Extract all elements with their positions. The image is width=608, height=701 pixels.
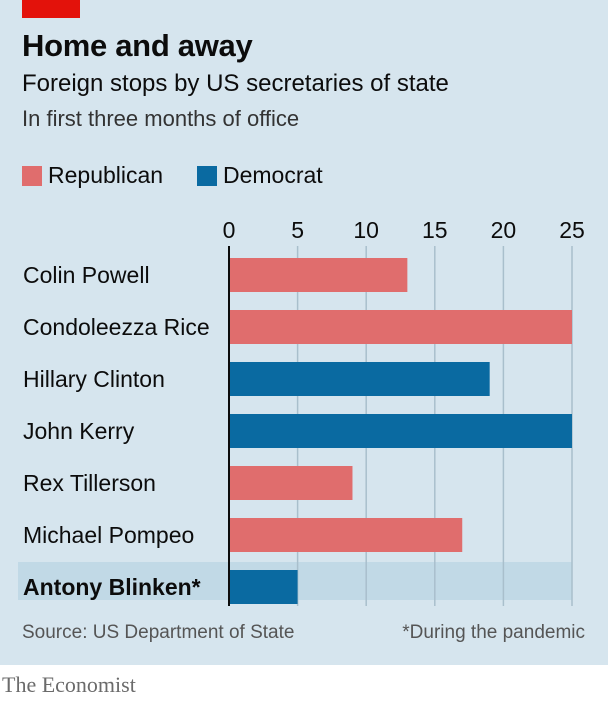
category-label: Rex Tillerson	[23, 470, 156, 496]
category-label: Michael Pompeo	[23, 522, 194, 548]
legend-label-democrat: Democrat	[223, 162, 323, 189]
category-label: John Kerry	[23, 418, 135, 444]
bar	[229, 310, 572, 344]
source-note: Source: US Department of State	[22, 622, 294, 644]
bar	[229, 362, 490, 396]
x-tick-label: 5	[291, 217, 304, 243]
bar-chart: 0 5 10 15 20 25 Colin Powell Condoleezza Rice H…	[0, 210, 608, 610]
legend-label-republican: Republican	[48, 162, 163, 189]
legend-item-democrat: Democrat	[197, 162, 323, 189]
x-tick-label: 20	[491, 217, 517, 243]
category-label: Condoleezza Rice	[23, 314, 210, 340]
footnote-pandemic: *During the pandemic	[402, 622, 585, 644]
chart-panel: Home and away Foreign stops by US secret…	[0, 0, 608, 665]
bar	[229, 258, 407, 292]
legend-swatch-republican	[22, 166, 42, 186]
x-tick-label: 25	[559, 217, 585, 243]
bar	[229, 414, 572, 448]
chart-subtitle: Foreign stops by US secretaries of state	[22, 70, 449, 98]
chart-title: Home and away	[22, 28, 252, 64]
x-tick-label: 10	[353, 217, 379, 243]
bar	[229, 466, 352, 500]
category-label: Colin Powell	[23, 262, 150, 288]
legend-swatch-democrat	[197, 166, 217, 186]
bar	[229, 570, 298, 604]
category-label: Antony Blinken*	[23, 574, 201, 600]
economist-wordmark: The Economist	[2, 672, 136, 698]
bar	[229, 518, 462, 552]
legend-item-republican: Republican	[22, 162, 163, 189]
x-tick-label: 15	[422, 217, 448, 243]
brand-red-tag	[22, 0, 80, 18]
x-tick-label: 0	[223, 217, 236, 243]
chart-subtitle-secondary: In first three months of office	[22, 106, 299, 132]
category-label: Hillary Clinton	[23, 366, 165, 392]
